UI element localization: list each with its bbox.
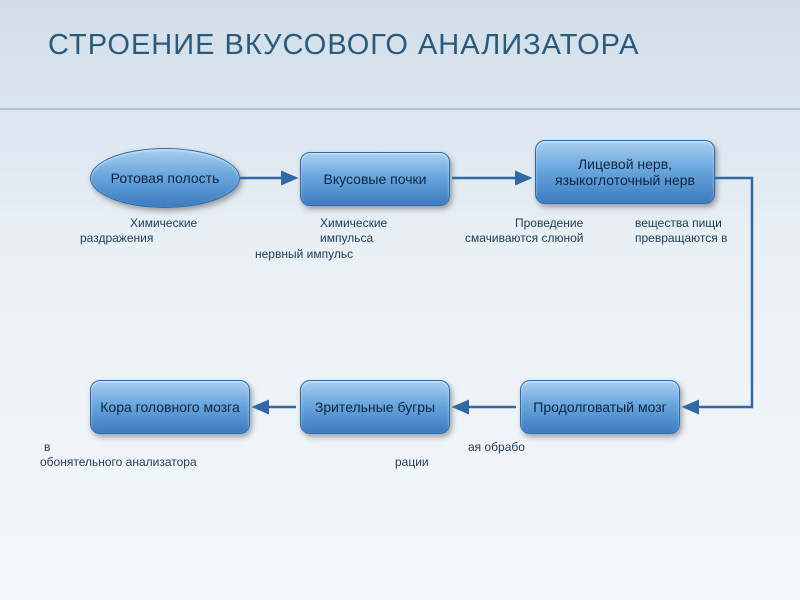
arrow-1 (0, 0, 800, 600)
